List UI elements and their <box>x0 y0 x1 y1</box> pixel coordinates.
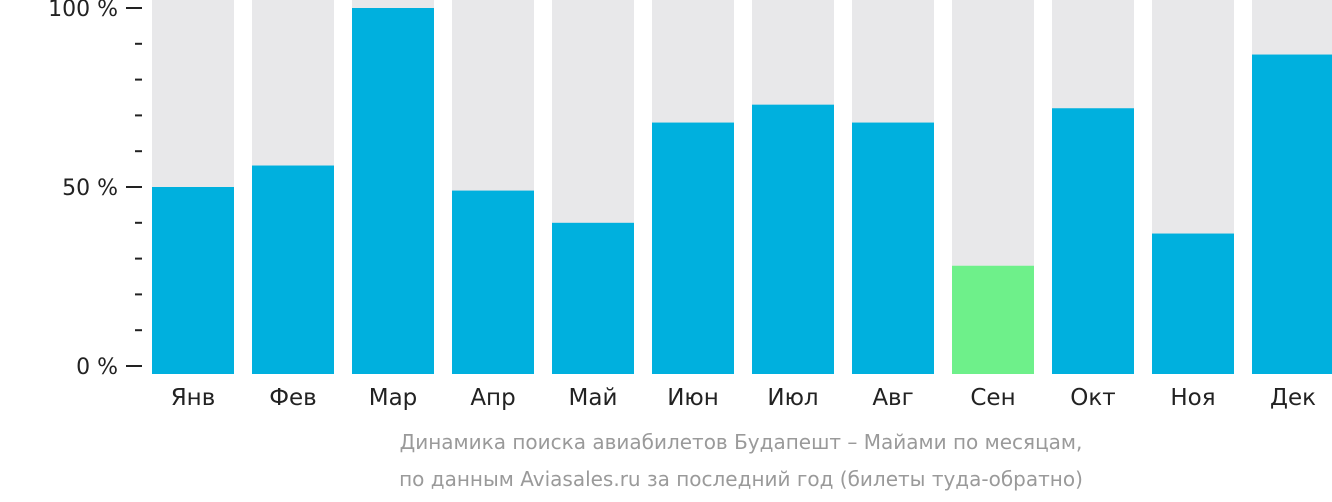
bar <box>1152 233 1234 374</box>
x-tick-label: Ноя <box>1170 385 1215 411</box>
bar-chart: 0 % 50 % 100 % Янв Фев Мар Апр Май Июн Июл Авг Сен… <box>48 0 1332 411</box>
y-axis: 0 % 50 % 100 % <box>48 0 142 380</box>
chart-caption-line-1: Динамика поиска авиабилетов Будапешт – М… <box>399 430 1083 454</box>
x-tick-label: Июл <box>767 385 818 411</box>
bar <box>252 165 334 374</box>
x-tick-label: Фев <box>269 385 317 411</box>
bar <box>1052 108 1134 375</box>
bar <box>1252 54 1332 374</box>
x-tick-label: Май <box>569 385 618 411</box>
bar <box>952 265 1034 374</box>
x-tick-label: Июн <box>667 385 719 411</box>
x-tick-label: Мар <box>369 385 418 411</box>
y-tick-label: 100 % <box>48 0 118 22</box>
y-tick-label: 50 % <box>62 176 118 201</box>
value-bars <box>152 8 1332 375</box>
bar <box>552 222 634 374</box>
bar <box>852 122 934 374</box>
bar <box>652 122 734 374</box>
x-tick-label: Окт <box>1070 385 1115 411</box>
x-tick-label: Янв <box>171 385 216 411</box>
bar <box>752 104 834 374</box>
bar <box>152 187 234 374</box>
bar <box>352 8 434 374</box>
x-tick-label: Авг <box>872 385 913 411</box>
x-axis-labels: Янв Фев Мар Апр Май Июн Июл Авг Сен Окт Ноя Дек <box>171 385 1316 411</box>
bar <box>452 190 534 374</box>
y-tick-label: 0 % <box>76 355 118 380</box>
x-tick-label: Дек <box>1270 385 1316 411</box>
x-tick-label: Апр <box>470 385 515 411</box>
chart-caption-line-2: по данным Aviasales.ru за последний год … <box>399 467 1083 491</box>
x-tick-label: Сен <box>970 385 1015 411</box>
